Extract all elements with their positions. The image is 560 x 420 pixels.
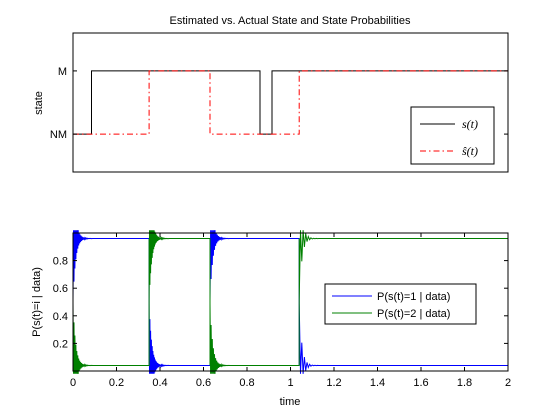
- top-y-tick-label: NM: [50, 129, 67, 141]
- bottom-plot-area: [72, 230, 508, 374]
- top-axes-box: [72, 32, 509, 173]
- legend-label-p1: P(s(t)=1 | data): [377, 291, 450, 303]
- bottom-x-tick-label: 0.2: [109, 377, 124, 389]
- series-line-s: [73, 70, 508, 135]
- bottom-y-tick-label: 0.6: [53, 283, 68, 295]
- state-plot: Estimated vs. Actual State and State Pro…: [33, 15, 509, 173]
- bottom-y-ticks: 0.2 0.4 0.6 0.8: [53, 256, 508, 350]
- bottom-x-ticks: 0 0.2 0.4 0.6 0.8 1 1.2 1.4 1.6 1.8 2: [70, 233, 511, 389]
- bottom-legend-box: [324, 283, 477, 325]
- bottom-y-tick-label: 0.2: [53, 338, 68, 350]
- chart-title: Estimated vs. Actual State and State Pro…: [170, 15, 411, 27]
- bottom-x-axis-label: time: [280, 396, 301, 408]
- bottom-legend: P(s(t)=1 | data) P(s(t)=2 | data): [324, 283, 477, 325]
- bottom-x-tick-label: 0.6: [196, 377, 211, 389]
- bottom-y-tick-label: 0.8: [53, 256, 68, 268]
- bottom-x-tick-label: 0.4: [152, 377, 167, 389]
- bottom-y-axis-label: P(s(t)=i | data): [31, 267, 43, 337]
- bottom-x-tick-label: 1.2: [326, 377, 341, 389]
- top-y-ticks: NM M: [50, 66, 508, 141]
- bottom-x-tick-label: 1.8: [457, 377, 472, 389]
- top-legend: s(t) ŝ(t): [410, 106, 495, 165]
- series-line-s-hat: [73, 70, 508, 135]
- bottom-x-tick-label: 1.4: [370, 377, 385, 389]
- bottom-x-tick-label: 1.6: [413, 377, 428, 389]
- legend-label-s-hat: ŝ(t): [462, 144, 478, 158]
- probability-plot: 0.2 0.4 0.6 0.8 0 0.2 0.4 0.6 0.8 1 1.2 1.4 1.6 1.8 2…: [31, 230, 511, 408]
- top-y-axis-label: state: [33, 91, 45, 115]
- top-plot-area: [73, 70, 508, 135]
- top-legend-box: [410, 106, 495, 165]
- bottom-x-tick-label: 1: [287, 377, 293, 389]
- bottom-x-tick-label: 2: [505, 377, 511, 389]
- top-y-tick-label: M: [58, 66, 67, 78]
- series-line-p2: [72, 230, 508, 374]
- legend-label-p2: P(s(t)=2 | data): [377, 308, 450, 320]
- legend-label-s: s(t): [462, 117, 478, 131]
- bottom-y-tick-label: 0.4: [53, 311, 68, 323]
- bottom-x-tick-label: 0.8: [239, 377, 254, 389]
- bottom-x-tick-label: 0: [70, 377, 76, 389]
